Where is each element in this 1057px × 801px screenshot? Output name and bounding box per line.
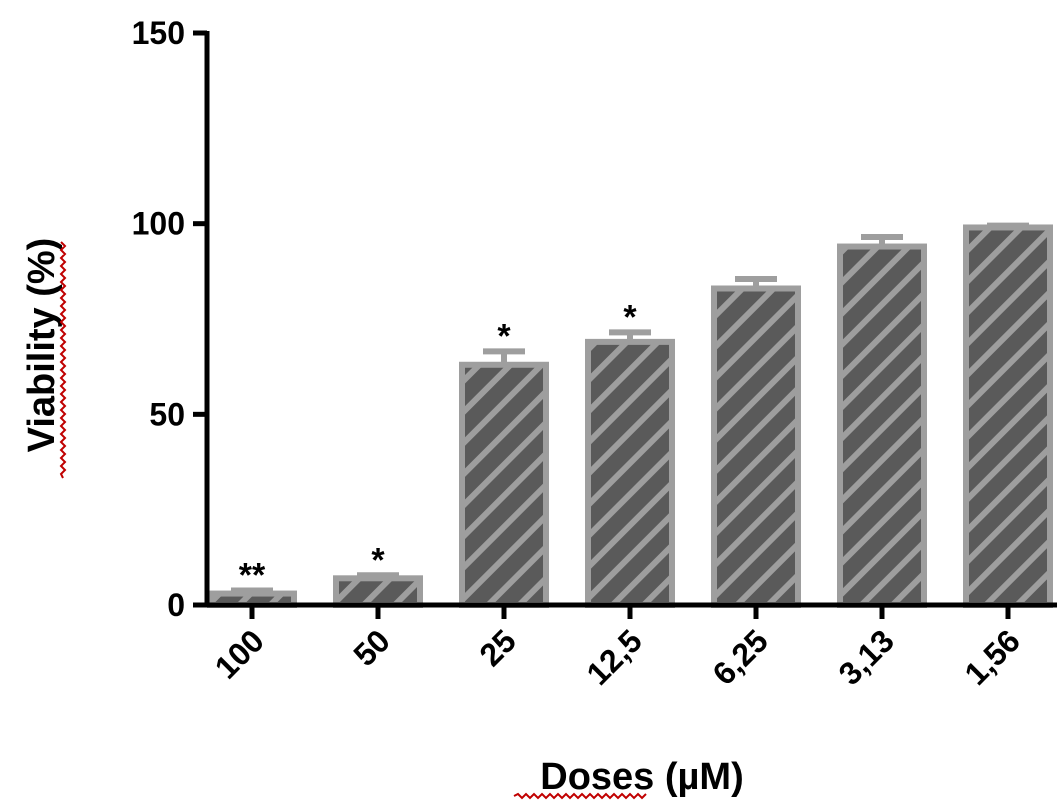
y-tick-label: 150 (132, 15, 185, 51)
x-tick-label: 1,56 (957, 622, 1026, 691)
error-bar-0 (231, 587, 273, 594)
spellcheck-underline-x (513, 792, 647, 800)
y-axis-title: Viability (%) (21, 238, 63, 453)
y-tick-label: 100 (132, 206, 185, 242)
error-bar-2 (483, 348, 525, 365)
x-tick-label: 100 (208, 622, 271, 685)
x-tick-label: 50 (346, 622, 397, 673)
bar-1 (333, 575, 423, 608)
x-axis-title: Doses (µM) (540, 756, 743, 798)
y-tick-label: 50 (149, 396, 185, 432)
bar-6 (963, 224, 1053, 608)
bar-4 (711, 285, 801, 608)
bar-5 (837, 243, 927, 608)
significance-label: * (623, 298, 637, 336)
x-tick-label: 6,25 (705, 622, 774, 691)
significance-label: * (497, 317, 511, 355)
bar-2 (459, 361, 549, 609)
error-bar-5 (861, 234, 903, 247)
bars-layer (207, 224, 1053, 609)
error-bars-layer (231, 222, 1029, 594)
significance-label: * (371, 541, 385, 579)
error-bar-4 (735, 275, 777, 289)
significance-label: ** (239, 557, 266, 595)
error-bar-6 (987, 222, 1029, 229)
spellcheck-underline-y (59, 241, 67, 479)
bar-3 (585, 338, 675, 608)
error-bar-1 (357, 572, 399, 579)
x-tick-label: 25 (472, 622, 523, 673)
error-bar-3 (609, 329, 651, 342)
axes-layer (193, 30, 1057, 619)
x-tick-label: 12,5 (579, 622, 648, 691)
y-tick-label: 0 (167, 587, 185, 623)
x-tick-label: 3,13 (831, 622, 900, 691)
